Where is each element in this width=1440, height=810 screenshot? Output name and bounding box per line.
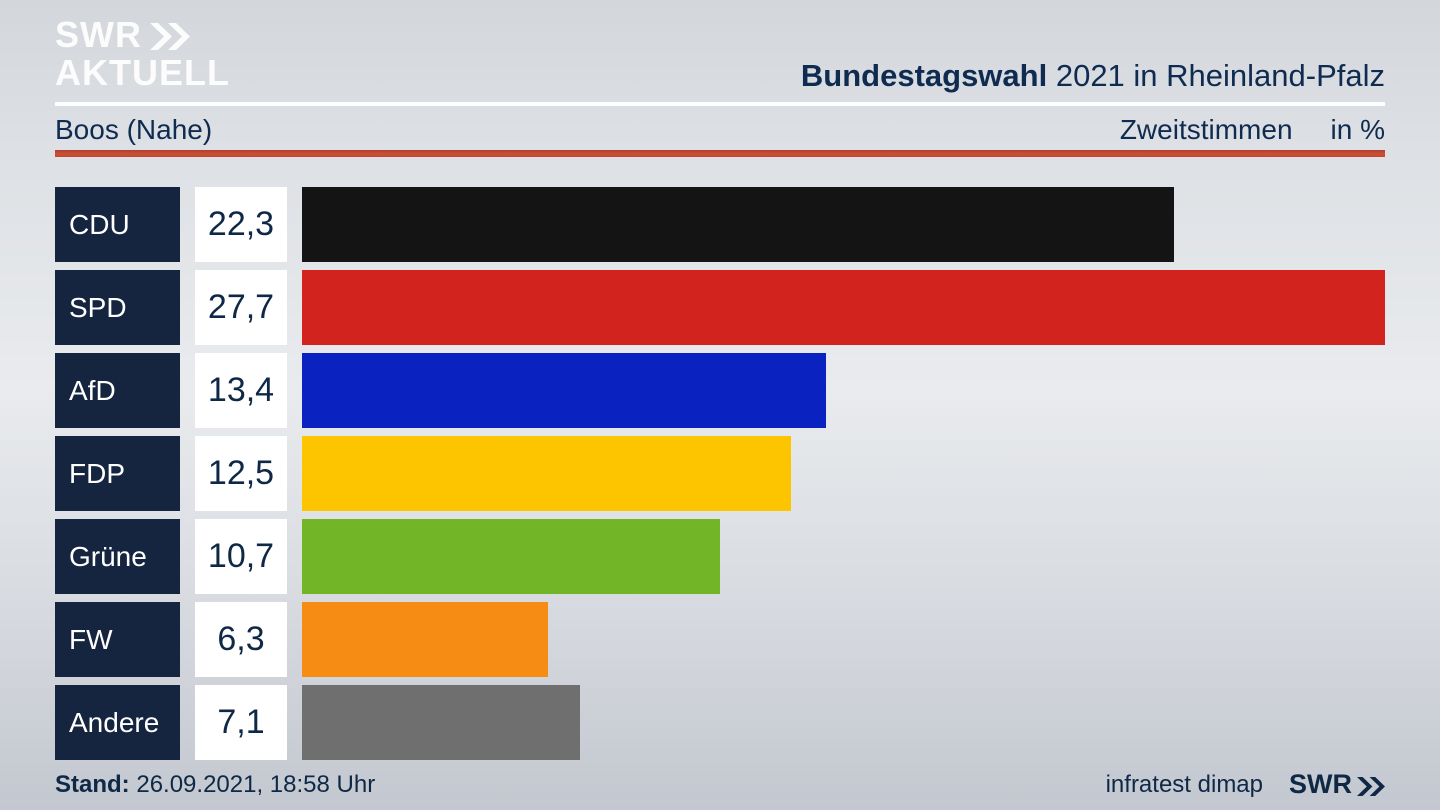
- accent-separator-line: [55, 150, 1385, 157]
- value-box: 27,7: [195, 270, 287, 345]
- value-box: 10,7: [195, 519, 287, 594]
- party-label-box: CDU: [55, 187, 180, 262]
- value-label: 22,3: [207, 205, 275, 243]
- swr-footer-text: SWR: [1289, 769, 1352, 799]
- value-box: 12,5: [195, 436, 287, 511]
- bar: [302, 602, 549, 677]
- swr-aktuell-logo: SWR AKTUELL: [55, 16, 230, 92]
- value-label: 27,7: [207, 288, 275, 326]
- chart-row: SPD 27,7: [55, 270, 1385, 345]
- bar-track: [302, 436, 1385, 511]
- unit-label: in %: [1330, 114, 1385, 145]
- swr-logo-footer: SWR: [1289, 769, 1385, 800]
- party-label-box: Andere: [55, 685, 180, 760]
- party-label: FDP: [69, 457, 125, 489]
- value-label: 10,7: [207, 537, 275, 575]
- vote-type-group: Zweitstimmen in %: [1120, 114, 1385, 146]
- bar-track: [302, 270, 1385, 345]
- bar: [302, 436, 791, 511]
- source-label: infratest dimap: [1105, 770, 1263, 798]
- bar: [302, 187, 1174, 262]
- party-label: Grüne: [69, 540, 147, 572]
- party-label: Andere: [69, 706, 160, 738]
- double-chevron-icon: [150, 21, 190, 50]
- party-label: FW: [69, 623, 113, 655]
- bar: [302, 685, 580, 760]
- chart-row: FDP 12,5: [55, 436, 1385, 511]
- header-separator-line: [55, 102, 1385, 106]
- title-rest-part: 2021 in Rheinland-Pfalz: [1047, 58, 1385, 93]
- source-attribution: infratest dimap SWR: [1106, 769, 1385, 800]
- value-box: 6,3: [195, 602, 287, 677]
- bar-track: [302, 602, 1385, 677]
- value-label: 13,4: [207, 371, 275, 409]
- party-label: AfD: [69, 374, 116, 406]
- title-bold-part: Bundestagswahl: [800, 58, 1048, 93]
- brand-text-aktuell: AKTUELL: [55, 52, 230, 93]
- chart-row: Andere 7,1: [55, 685, 1385, 760]
- bar: [302, 519, 721, 594]
- bar-track: [302, 353, 1385, 428]
- party-label-box: Grüne: [55, 519, 180, 594]
- bar-track: [302, 519, 1385, 594]
- value-label: 7,1: [217, 703, 265, 741]
- party-label-box: SPD: [55, 270, 180, 345]
- vote-type-label: Zweitstimmen: [1119, 114, 1293, 145]
- chart-row: FW 6,3: [55, 602, 1385, 677]
- bar-track: [302, 685, 1385, 760]
- chart-rows: CDU 22,3 SPD 27,7 AfD 13,4 FDP 12,5 Grüne 10,7 FW 6…: [55, 187, 1385, 768]
- chart-row: AfD 13,4: [55, 353, 1385, 428]
- party-label-box: FDP: [55, 436, 180, 511]
- timestamp: Stand: 26.09.2021, 18:58 Uhr: [55, 771, 375, 799]
- bar: [302, 353, 826, 428]
- bar: [302, 270, 1385, 345]
- party-label-box: FW: [55, 602, 180, 677]
- value-box: 13,4: [195, 353, 287, 428]
- chart-row: CDU 22,3: [55, 187, 1385, 262]
- value-box: 7,1: [195, 685, 287, 760]
- party-label: SPD: [69, 291, 127, 323]
- double-chevron-icon: [1357, 774, 1385, 796]
- value-box: 22,3: [195, 187, 287, 262]
- brand-text-swr: SWR: [55, 14, 142, 55]
- region-label: Boos (Nahe): [55, 114, 213, 145]
- value-label: 12,5: [207, 454, 275, 492]
- chart-row: Grüne 10,7: [55, 519, 1385, 594]
- party-label-box: AfD: [55, 353, 180, 428]
- subheader-row: Boos (Nahe) Zweitstimmen in %: [55, 114, 1385, 146]
- bar-track: [302, 187, 1385, 262]
- party-label: CDU: [69, 208, 130, 240]
- page-title: Bundestagswahl 2021 in Rheinland-Pfalz: [801, 58, 1385, 94]
- value-label: 6,3: [217, 620, 265, 658]
- stand-value: 26.09.2021, 18:58 Uhr: [129, 771, 376, 798]
- stand-label: Stand:: [55, 771, 130, 798]
